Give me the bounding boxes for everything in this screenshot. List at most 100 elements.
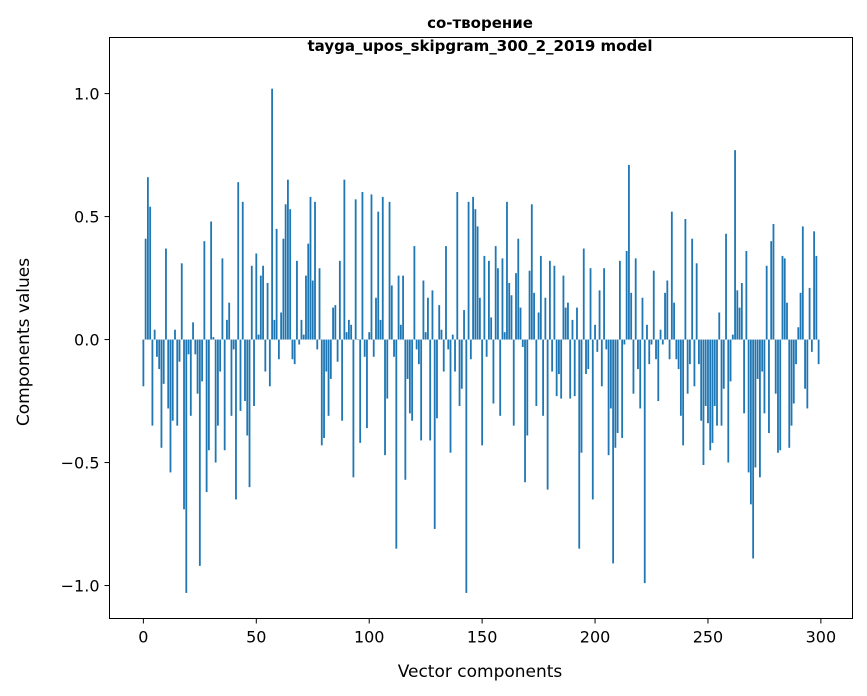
bar <box>275 228 278 340</box>
bar <box>621 339 624 438</box>
bar <box>160 339 163 448</box>
bar <box>688 339 691 365</box>
bar <box>214 339 217 463</box>
bar <box>664 292 666 340</box>
bar <box>707 339 709 424</box>
bar <box>788 339 791 448</box>
bar <box>492 339 495 404</box>
bar <box>167 339 170 409</box>
bar <box>436 339 438 419</box>
bar <box>472 196 474 340</box>
bar <box>747 339 750 473</box>
bar <box>655 339 657 360</box>
bar <box>241 201 244 340</box>
bar <box>395 339 398 549</box>
bar <box>490 317 493 340</box>
bar <box>156 339 158 357</box>
bar <box>223 339 226 451</box>
y-tick-label: −0.5 <box>61 454 100 473</box>
bar <box>169 339 172 473</box>
bar <box>792 339 795 404</box>
bar <box>476 226 479 340</box>
bar <box>564 307 567 340</box>
bar <box>235 339 237 500</box>
bar <box>228 302 231 340</box>
bar <box>239 339 242 411</box>
bar <box>244 339 246 402</box>
bar <box>277 339 280 360</box>
bar <box>318 268 321 340</box>
bar <box>580 339 583 453</box>
bar <box>675 339 678 360</box>
bar <box>612 339 615 564</box>
bar <box>548 260 551 340</box>
bar <box>686 339 689 394</box>
bar <box>571 319 574 340</box>
bar <box>553 265 556 340</box>
bar <box>646 324 648 340</box>
bar <box>695 263 698 340</box>
bar <box>309 196 312 340</box>
bar <box>510 295 513 340</box>
bar <box>189 339 192 416</box>
bar <box>427 297 429 340</box>
bars-group <box>142 88 820 593</box>
bar <box>384 339 386 456</box>
bar <box>718 312 721 340</box>
bar <box>357 339 359 341</box>
bar <box>634 258 637 340</box>
bar <box>650 339 653 345</box>
bar <box>350 324 353 340</box>
bar <box>713 339 716 406</box>
bar <box>205 339 208 493</box>
bar <box>420 339 423 441</box>
bar <box>201 339 203 382</box>
bar <box>458 339 461 406</box>
bar <box>171 339 174 421</box>
bar <box>722 339 725 389</box>
bar <box>192 322 194 340</box>
bar <box>273 319 276 340</box>
bar <box>219 339 222 372</box>
bar <box>165 248 167 340</box>
bar <box>786 302 788 340</box>
bar <box>729 339 732 382</box>
bar <box>494 246 497 340</box>
bar <box>397 275 400 340</box>
bar <box>255 253 258 340</box>
bar <box>320 339 323 446</box>
bar <box>530 204 533 340</box>
bar <box>736 290 739 340</box>
bar <box>399 324 402 340</box>
bar <box>625 251 628 340</box>
bar <box>589 268 592 340</box>
bar <box>185 339 188 593</box>
bar <box>488 260 490 340</box>
x-tick-label: 0 <box>138 628 148 647</box>
bar <box>521 339 524 347</box>
bar <box>287 179 289 340</box>
bar <box>146 177 149 340</box>
bar <box>345 332 348 340</box>
x-tick-label: 300 <box>806 628 837 647</box>
bar <box>372 339 375 357</box>
bar <box>702 339 705 466</box>
bar <box>673 302 675 340</box>
bar <box>779 339 782 451</box>
bar <box>752 339 755 559</box>
bar <box>659 329 662 340</box>
bar <box>781 255 784 340</box>
bar <box>370 194 373 340</box>
bar <box>768 339 770 434</box>
bar <box>451 334 454 340</box>
bar <box>596 339 599 352</box>
bar <box>639 339 642 409</box>
bar <box>343 179 346 340</box>
bar <box>609 339 612 409</box>
chart-title-line1: со-творение <box>427 14 533 32</box>
bar <box>460 339 463 389</box>
bar <box>539 255 542 340</box>
bar <box>485 339 488 357</box>
bar <box>300 319 303 340</box>
bar <box>813 231 816 340</box>
